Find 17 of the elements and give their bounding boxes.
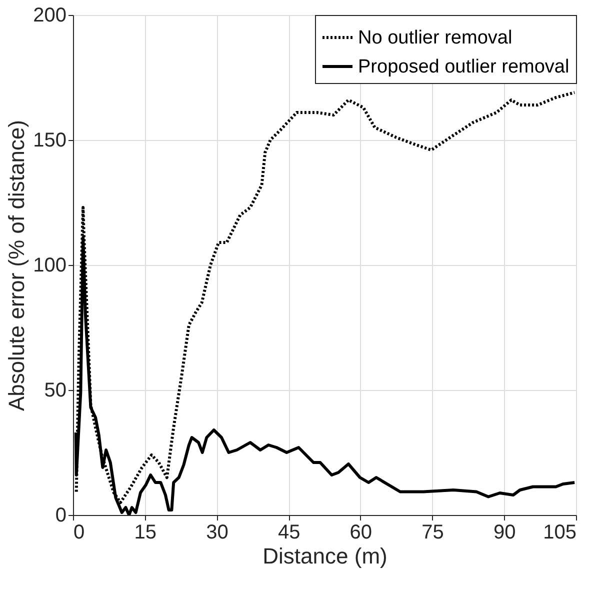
y-tick-label: 100 bbox=[33, 254, 66, 276]
x-tick-label: 0 bbox=[74, 522, 85, 544]
x-tick-label: 75 bbox=[422, 522, 444, 544]
y-axis-title: Absolute error (% of distance) bbox=[4, 120, 30, 412]
y-tick-label: 200 bbox=[33, 4, 66, 26]
y-tick-label: 50 bbox=[44, 380, 66, 402]
x-tick-label: 105 bbox=[543, 522, 576, 544]
x-axis-title: Distance (m) bbox=[262, 544, 388, 568]
x-tick-label: 30 bbox=[206, 522, 228, 544]
legend-label: Proposed outlier removal bbox=[358, 56, 570, 78]
x-tick-label: 90 bbox=[494, 522, 516, 544]
x-tick-label: 45 bbox=[278, 522, 300, 544]
x-tick-label: 15 bbox=[134, 522, 156, 544]
x-tick-label: 60 bbox=[350, 522, 372, 544]
y-tick-label: 0 bbox=[55, 504, 66, 526]
legend-label: No outlier removal bbox=[358, 28, 512, 48]
y-tick-label: 150 bbox=[33, 130, 66, 152]
